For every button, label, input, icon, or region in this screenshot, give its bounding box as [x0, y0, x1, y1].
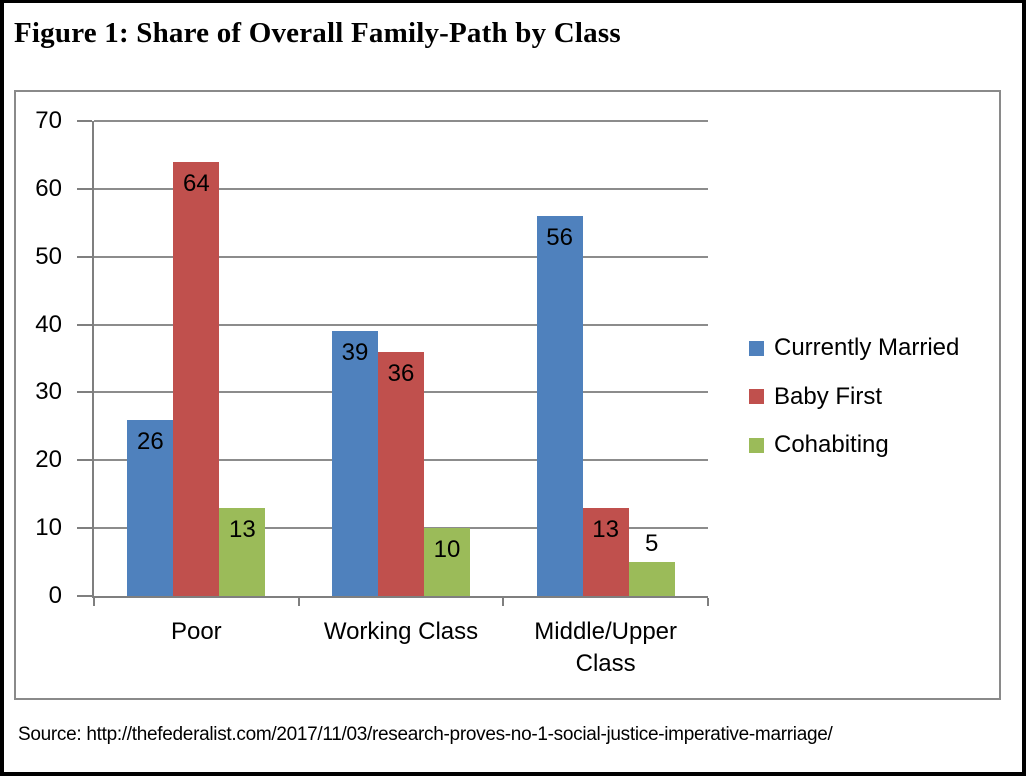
- figure-title: Figure 1: Share of Overall Family-Path b…: [14, 17, 621, 49]
- bar-value-label: 26: [136, 427, 164, 455]
- category-label: Working Class: [323, 618, 479, 645]
- bar-cohabiting: [219, 507, 266, 596]
- category-label: Middle/Upper Class: [534, 618, 678, 677]
- bar-cohabiting: [628, 562, 675, 596]
- bar-value-label: 36: [387, 359, 415, 387]
- legend-label: Cohabiting: [774, 431, 889, 458]
- x-axis-tick: [502, 598, 505, 606]
- gridline: [94, 323, 708, 326]
- bar-value-label: 13: [228, 515, 256, 543]
- legend-label: Currently Married: [774, 334, 960, 361]
- y-tick-label: 0: [48, 582, 62, 609]
- bar-value-label: 64: [182, 169, 210, 197]
- bar-value-label: 5: [644, 530, 659, 558]
- y-axis-tick: [77, 459, 92, 462]
- gridline: [94, 120, 708, 122]
- legend-item: Cohabiting: [749, 431, 889, 459]
- bar-value-label: 39: [341, 339, 369, 367]
- y-tick-label: 70: [35, 107, 62, 134]
- legend-item: Currently Married: [749, 334, 959, 362]
- bar-currently-married: [127, 419, 174, 596]
- bar-value-label: 56: [546, 224, 573, 251]
- x-axis-line: [92, 596, 708, 598]
- x-axis-tick: [93, 598, 95, 606]
- y-tick-label: 60: [35, 174, 62, 202]
- legend-item: Baby First: [749, 383, 882, 411]
- y-tick-label: 20: [35, 446, 62, 474]
- y-axis-tick: [77, 255, 92, 258]
- y-tick-label: 10: [35, 514, 62, 542]
- legend-swatch: [749, 389, 764, 404]
- y-axis-tick: [77, 323, 92, 326]
- bar-baby-first: [582, 507, 629, 596]
- x-axis-tick: [297, 598, 300, 606]
- y-tick-label: 50: [35, 242, 62, 270]
- y-tick-label: 40: [35, 310, 62, 338]
- y-axis-tick: [77, 120, 92, 122]
- y-axis-tick: [77, 527, 92, 530]
- bar-value-label: 13: [592, 515, 619, 543]
- chart-frame: 0 10 20 30 40 50 60 70 26 39 56 64 36 13 13 10 5 Poor Work…: [14, 90, 1001, 700]
- y-axis-tick: [77, 187, 92, 190]
- legend-label: Baby First: [774, 382, 883, 410]
- legend-swatch: [749, 437, 764, 453]
- gridline: [94, 187, 708, 190]
- bar-baby-first: [173, 161, 220, 596]
- bar-value-label: 10: [433, 536, 461, 564]
- y-axis-tick: [77, 391, 92, 394]
- bar-currently-married: [536, 216, 583, 596]
- y-axis-tick: [77, 595, 92, 597]
- y-axis-line: [92, 121, 94, 598]
- legend-swatch: [749, 340, 764, 356]
- gridline: [94, 255, 708, 258]
- bar-currently-married: [332, 331, 378, 596]
- source-citation: Source: http://thefederalist.com/2017/11…: [18, 724, 833, 745]
- bar-baby-first: [378, 351, 424, 596]
- category-label: Poor: [170, 618, 222, 645]
- bar-cohabiting: [424, 528, 470, 596]
- x-axis-tick: [707, 598, 709, 606]
- y-tick-label: 30: [35, 378, 62, 406]
